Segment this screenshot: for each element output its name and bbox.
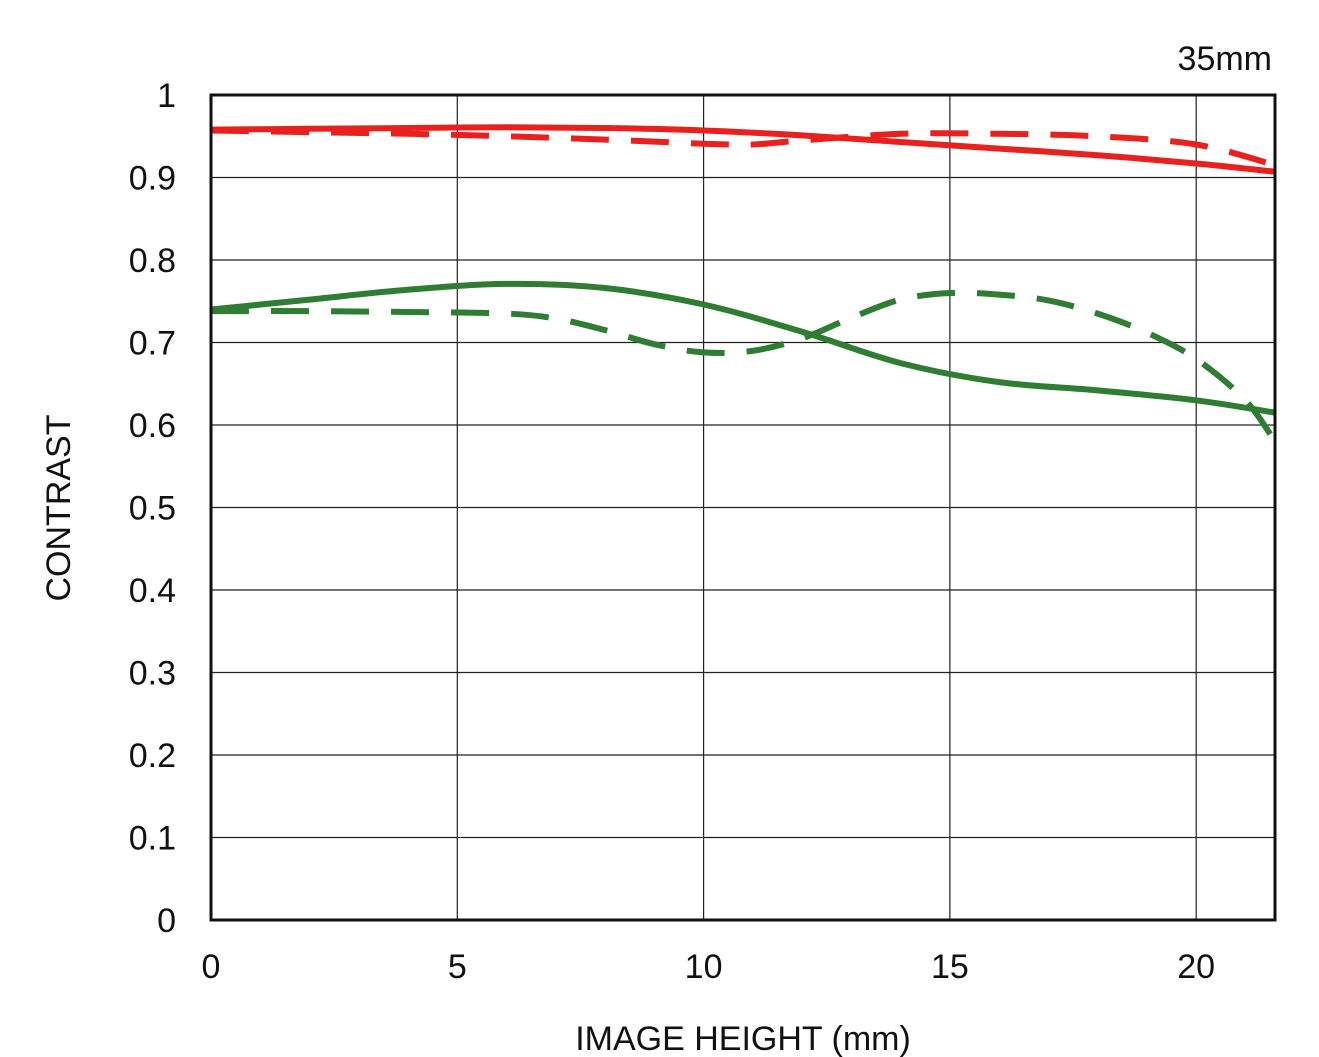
series-line-1 xyxy=(210,124,1276,175)
x-tick-label: 0 xyxy=(202,948,221,986)
plot-frame xyxy=(209,93,1277,922)
y-tick-label: 0.9 xyxy=(129,160,176,198)
y-tick-label: 0.6 xyxy=(129,407,176,445)
x-tick-label: 10 xyxy=(685,948,723,986)
x-tick-labels: 0 5 10 15 20 xyxy=(202,948,1216,986)
series-line-3 xyxy=(210,280,1276,416)
x-tick-label: 20 xyxy=(1177,948,1215,986)
y-tick-label: 0.7 xyxy=(129,325,176,363)
grid xyxy=(210,94,1275,921)
series-line-2 xyxy=(210,127,1276,169)
y-tick-label: 0.5 xyxy=(129,490,176,528)
y-tick-labels: 0 0.1 0.2 0.3 0.4 0.5 0.6 0.7 0.8 0.9 1 xyxy=(129,77,176,940)
x-tick-label: 5 xyxy=(448,948,467,986)
x-axis-label: IMAGE HEIGHT (mm) xyxy=(575,1020,911,1057)
y-tick-label: 0.4 xyxy=(129,572,176,610)
y-axis-label: CONTRAST xyxy=(40,415,78,602)
series-line-4 xyxy=(210,289,1278,444)
focal-length-label: 35mm xyxy=(1178,40,1272,78)
y-tick-label: 0 xyxy=(157,902,176,940)
y-tick-label: 0.3 xyxy=(129,655,176,693)
y-tick-label: 0.8 xyxy=(129,242,176,280)
y-tick-label: 1 xyxy=(157,77,176,115)
x-tick-label: 15 xyxy=(931,948,969,986)
y-tick-label: 0.1 xyxy=(129,820,176,858)
series-layer xyxy=(210,124,1278,444)
y-tick-label: 0.2 xyxy=(129,737,176,775)
